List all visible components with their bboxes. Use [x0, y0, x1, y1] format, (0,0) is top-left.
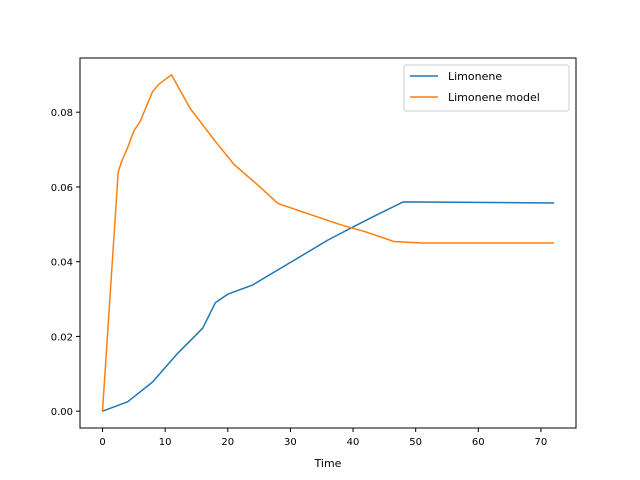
- x-axis-label: Time: [314, 457, 342, 470]
- y-tick-label: 0.00: [51, 407, 73, 418]
- y-tick-label: 0.06: [51, 183, 73, 194]
- series-line-limonene: [101, 201, 555, 412]
- y-tick-label: 0.04: [51, 258, 73, 269]
- x-tick-label: 10: [159, 437, 172, 448]
- x-tick-label: 20: [221, 437, 234, 448]
- x-tick-label: 70: [535, 437, 548, 448]
- legend-box: [403, 64, 570, 112]
- y-tick-label: 0.08: [51, 108, 73, 119]
- plot-frame: [79, 57, 577, 429]
- legend: Limonene Limonene model: [403, 64, 570, 112]
- x-tick-label: 30: [284, 437, 297, 448]
- legend-label: Limonene model: [448, 91, 540, 104]
- x-tick-label: 60: [472, 437, 485, 448]
- x-tick-label: 0: [99, 437, 105, 448]
- series-line-limonene-model: [101, 74, 555, 412]
- legend-label: Limonene: [448, 70, 502, 83]
- x-tick-label: 40: [347, 437, 360, 448]
- x-tick-label: 50: [409, 437, 422, 448]
- y-tick-label: 0.02: [51, 332, 73, 343]
